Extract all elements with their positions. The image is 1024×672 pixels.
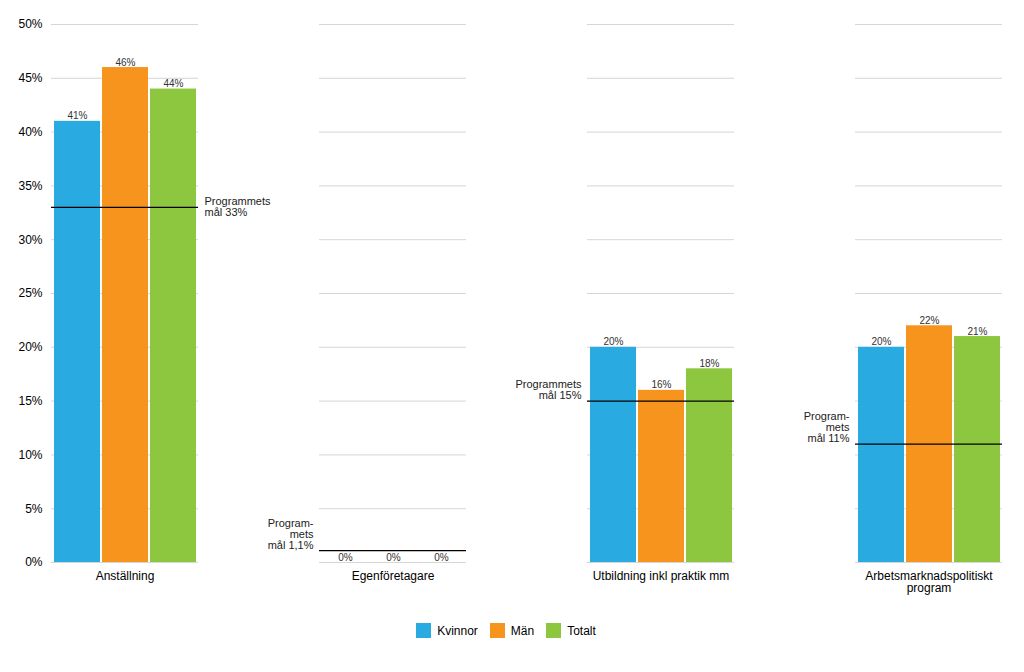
svg-text:Utbildning inkl praktik mm: Utbildning inkl praktik mm bbox=[593, 569, 730, 583]
svg-text:0%: 0% bbox=[434, 552, 449, 563]
svg-text:16%: 16% bbox=[651, 379, 671, 390]
svg-text:25%: 25% bbox=[18, 286, 42, 300]
svg-text:20%: 20% bbox=[603, 336, 623, 347]
svg-text:15%: 15% bbox=[18, 394, 42, 408]
svg-text:Anställning: Anställning bbox=[96, 569, 155, 583]
svg-text:Egenföretagare: Egenföretagare bbox=[352, 569, 435, 583]
svg-text:22%: 22% bbox=[919, 315, 939, 326]
svg-text:Programmetsmål 15%: Programmetsmål 15% bbox=[515, 378, 582, 401]
svg-text:5%: 5% bbox=[25, 502, 43, 516]
svg-text:18%: 18% bbox=[699, 358, 719, 369]
svg-text:50%: 50% bbox=[18, 17, 42, 31]
svg-text:0%: 0% bbox=[25, 555, 43, 569]
svg-text:35%: 35% bbox=[18, 179, 42, 193]
svg-text:0%: 0% bbox=[338, 552, 353, 563]
svg-text:20%: 20% bbox=[18, 340, 42, 354]
svg-text:Program-metsmål 11%: Program-metsmål 11% bbox=[804, 410, 850, 444]
svg-text:40%: 40% bbox=[18, 125, 42, 139]
html-text:Män: Män bbox=[510, 623, 535, 638]
svg-text:Programmetsmål 33%: Programmetsmål 33% bbox=[205, 195, 272, 218]
svg-text:41%: 41% bbox=[67, 110, 87, 121]
html-text:Totalt: Totalt bbox=[567, 623, 596, 638]
svg-text:44%: 44% bbox=[163, 78, 183, 89]
svg-text:21%: 21% bbox=[967, 326, 987, 337]
html-text:Kvinnor: Kvinnor bbox=[437, 623, 478, 638]
svg-text:30%: 30% bbox=[18, 233, 42, 247]
svg-text:46%: 46% bbox=[115, 57, 135, 68]
svg-text:Arbetsmarknadspolitisktprogram: Arbetsmarknadspolitisktprogram bbox=[865, 569, 993, 595]
svg-text:45%: 45% bbox=[18, 71, 42, 85]
svg-text:10%: 10% bbox=[18, 448, 42, 462]
svg-text:0%: 0% bbox=[386, 552, 401, 563]
svg-text:Program-metsmål 1,1%: Program-metsmål 1,1% bbox=[268, 517, 314, 551]
svg-text:20%: 20% bbox=[871, 336, 891, 347]
